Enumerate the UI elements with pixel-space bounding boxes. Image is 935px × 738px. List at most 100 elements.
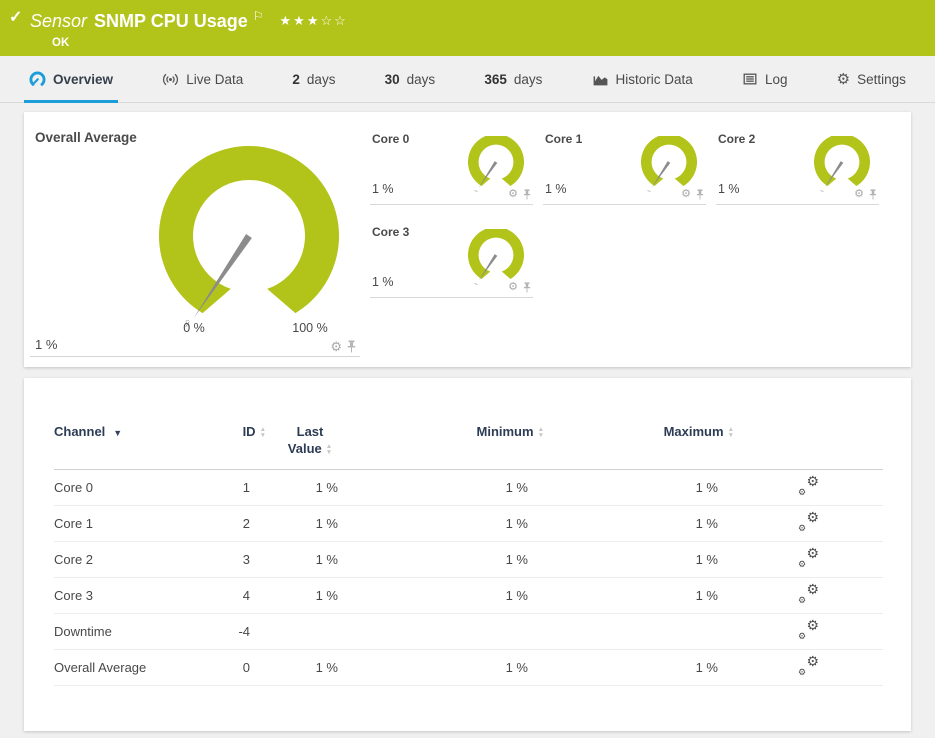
pin-icon[interactable] bbox=[347, 340, 356, 353]
gauge-title: Core 3 bbox=[372, 225, 410, 239]
minimum bbox=[354, 613, 544, 650]
gauge-title: Core 1 bbox=[545, 132, 583, 146]
channel-id: 4 bbox=[204, 577, 266, 614]
col-header-id[interactable]: ID ▲ ▼ bbox=[204, 423, 266, 470]
minimum: 1 % bbox=[354, 469, 544, 506]
channel-id: 2 bbox=[204, 505, 266, 542]
tab-overview[interactable]: Overview bbox=[24, 56, 119, 103]
table-header-row: Channel ▼ ID ▲ ▼ Last Value ▲ ▼ Minimum ▲ ▼ Max… bbox=[54, 423, 883, 470]
table-row: Core 3 4 1 % 1 % 1 % ⚙ ⚙ bbox=[54, 577, 883, 614]
minimum: 1 % bbox=[354, 577, 544, 614]
core-gauges-grid: Core 0 1 % ⚙ Core 1 1 % bbox=[370, 126, 879, 367]
col-header-minimum[interactable]: Minimum ▲ ▼ bbox=[354, 423, 544, 470]
tab-label: Historic Data bbox=[615, 71, 693, 87]
gear-icon[interactable]: ⚙ bbox=[330, 339, 342, 354]
gear-icon[interactable]: ⚙ bbox=[854, 188, 864, 200]
last-value: 1 % bbox=[266, 577, 354, 614]
core-gauge-dial bbox=[641, 136, 697, 192]
table-row: Overall Average 0 1 % 1 % 1 % ⚙ ⚙ bbox=[54, 649, 883, 686]
maximum: 1 % bbox=[544, 577, 734, 614]
pin-icon[interactable] bbox=[696, 189, 704, 200]
core-gauge-dial bbox=[468, 229, 524, 285]
gear-icon: ⚙ bbox=[836, 70, 851, 88]
average-marker: x̄ bbox=[185, 319, 190, 330]
channel-id: 0 bbox=[204, 649, 266, 686]
minimum: 1 % bbox=[354, 541, 544, 578]
core-gauge-dial bbox=[468, 136, 524, 192]
maximum: 1 % bbox=[544, 541, 734, 578]
core-3-gauge[interactable]: Core 3 1 % ⚙ bbox=[370, 219, 533, 298]
tab-2-days[interactable]: 2 days bbox=[292, 71, 336, 87]
gear-icon[interactable]: ⚙ bbox=[681, 188, 691, 200]
channel-settings-icon[interactable]: ⚙ ⚙ bbox=[798, 616, 819, 641]
maximum: 1 % bbox=[544, 649, 734, 686]
table-row: Downtime -4 ⚙ ⚙ bbox=[54, 613, 883, 650]
priority-stars[interactable]: ★★★☆☆ bbox=[279, 13, 348, 28]
channel-id: -4 bbox=[204, 613, 266, 650]
channel-settings-icon[interactable]: ⚙ ⚙ bbox=[798, 652, 819, 677]
channel-settings-icon[interactable]: ⚙ ⚙ bbox=[798, 472, 819, 497]
sort-icon: ▲ ▼ bbox=[537, 425, 544, 439]
pin-icon[interactable] bbox=[523, 189, 531, 200]
gauge-icon bbox=[29, 71, 46, 86]
gauge-scale-min: 0 % bbox=[183, 321, 205, 335]
tab-live-data[interactable]: Live Data bbox=[157, 56, 248, 102]
sensor-header: ✓ Sensor SNMP CPU Usage ⚐ ★★★☆☆ OK bbox=[0, 0, 935, 56]
channel-id: 3 bbox=[204, 541, 266, 578]
gauge-value: 1 % bbox=[545, 182, 567, 196]
pin-icon[interactable] bbox=[869, 189, 877, 200]
last-value: 1 % bbox=[266, 469, 354, 506]
tab-historic-data[interactable]: Historic Data bbox=[587, 56, 698, 102]
overall-gauge-dial: x̄ bbox=[159, 146, 339, 330]
divider bbox=[30, 356, 360, 357]
tab-bar: Overview Live Data 2 days 30 days 365 da… bbox=[0, 56, 935, 103]
channel-id: 1 bbox=[204, 469, 266, 506]
gear-icon[interactable]: ⚙ bbox=[508, 188, 518, 200]
col-header-last-value[interactable]: Last Value ▲ ▼ bbox=[266, 423, 354, 470]
last-value bbox=[266, 613, 354, 650]
last-value: 1 % bbox=[266, 649, 354, 686]
flag-icon[interactable]: ⚐ bbox=[252, 9, 264, 23]
gauge-title: Core 2 bbox=[718, 132, 756, 146]
core-2-gauge[interactable]: Core 2 1 % ⚙ bbox=[716, 126, 879, 205]
tab-365-days[interactable]: 365 days bbox=[484, 71, 543, 87]
gear-icon[interactable]: ⚙ bbox=[508, 281, 518, 293]
pin-icon[interactable] bbox=[523, 282, 531, 293]
maximum: 1 % bbox=[544, 469, 734, 506]
sort-icon: ▲ ▼ bbox=[259, 425, 266, 439]
channel-name: Downtime bbox=[54, 613, 204, 650]
historic-data-icon bbox=[593, 75, 607, 85]
tab-label: Settings bbox=[857, 71, 906, 87]
tab-label: Live Data bbox=[186, 71, 244, 87]
channel-settings-icon[interactable]: ⚙ ⚙ bbox=[798, 580, 819, 605]
channel-settings-icon[interactable]: ⚙ ⚙ bbox=[798, 508, 819, 533]
tab-label: Overview bbox=[53, 71, 114, 87]
gauge-value: 1 % bbox=[718, 182, 740, 196]
minimum: 1 % bbox=[354, 649, 544, 686]
col-header-channel[interactable]: Channel ▼ bbox=[54, 423, 204, 470]
col-header-maximum[interactable]: Maximum ▲ ▼ bbox=[544, 423, 734, 470]
table-row: Core 0 1 1 % 1 % 1 % ⚙ ⚙ bbox=[54, 469, 883, 506]
core-gauge-dial bbox=[814, 136, 870, 192]
channel-settings-icon[interactable]: ⚙ ⚙ bbox=[798, 544, 819, 569]
channel-table-panel: Channel ▼ ID ▲ ▼ Last Value ▲ ▼ Minimum ▲ ▼ Max… bbox=[24, 378, 911, 731]
overall-average-gauge[interactable]: Overall Average x̄ 0 % 100 % 1 % ⚙ bbox=[30, 118, 364, 362]
core-0-gauge[interactable]: Core 0 1 % ⚙ bbox=[370, 126, 533, 205]
log-icon bbox=[743, 73, 757, 85]
tab-log[interactable]: Log bbox=[737, 56, 793, 102]
last-value: 1 % bbox=[266, 505, 354, 542]
maximum: 1 % bbox=[544, 505, 734, 542]
col-header-actions bbox=[734, 423, 883, 470]
core-1-gauge[interactable]: Core 1 1 % ⚙ bbox=[543, 126, 706, 205]
channel-name: Core 0 bbox=[54, 469, 204, 506]
sort-desc-icon: ▼ bbox=[113, 428, 123, 438]
object-kind-label: Sensor bbox=[30, 11, 88, 31]
tab-settings[interactable]: ⚙ Settings bbox=[832, 56, 911, 102]
gauge-value: 1 % bbox=[35, 337, 58, 352]
channel-name: Core 3 bbox=[54, 577, 204, 614]
tab-30-days[interactable]: 30 days bbox=[384, 71, 436, 87]
sort-icon: ▲ ▼ bbox=[325, 442, 333, 456]
sensor-name: SNMP CPU Usage bbox=[94, 11, 248, 31]
gauge-title: Core 0 bbox=[372, 132, 410, 146]
table-row: Core 1 2 1 % 1 % 1 % ⚙ ⚙ bbox=[54, 505, 883, 542]
